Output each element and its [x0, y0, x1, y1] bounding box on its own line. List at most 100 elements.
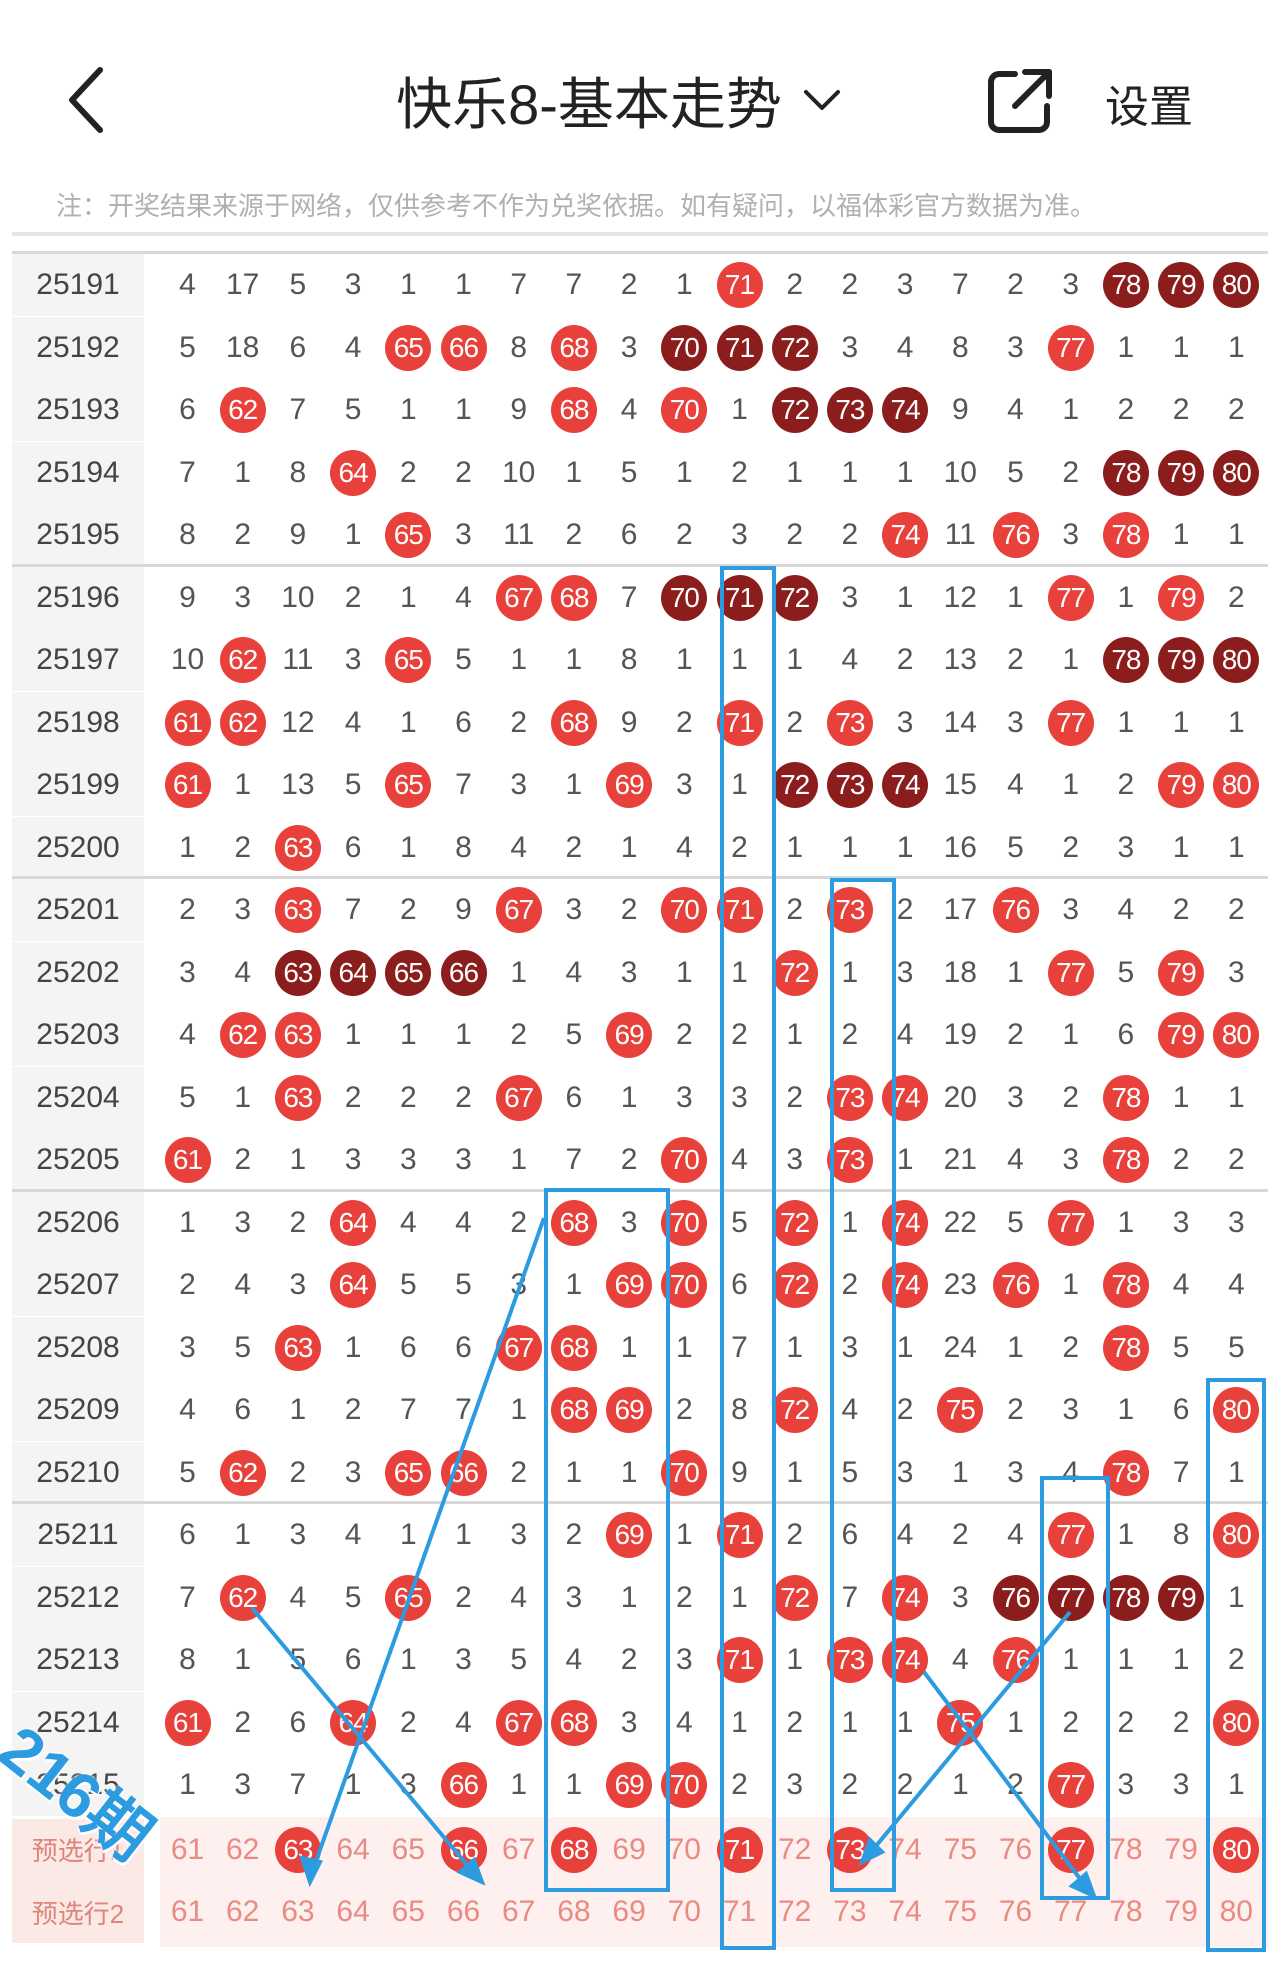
drawn-number-ball: 71	[712, 1504, 767, 1566]
preselect-number[interactable]: 78	[1109, 1895, 1143, 1928]
preselect-number[interactable]: 70	[667, 1832, 701, 1866]
preselect-number[interactable]: 64	[336, 1832, 370, 1866]
preselect-number[interactable]: 79	[1164, 1832, 1198, 1866]
preselect-ball-picked[interactable]: 80	[1209, 1819, 1264, 1881]
preselect-ball-picked[interactable]: 71	[712, 1819, 767, 1881]
preselect-number[interactable]: 67	[502, 1895, 536, 1928]
preselect-number[interactable]: 75	[943, 1895, 977, 1928]
arrowhead	[1068, 1870, 1098, 1900]
preselect-ball-picked[interactable]: 73	[822, 1819, 877, 1881]
drawn-number-ball: 72	[767, 942, 822, 1004]
preselect-number[interactable]: 71	[722, 1895, 757, 1928]
omission-count: 2	[399, 1705, 417, 1739]
preselect-number[interactable]: 70	[667, 1895, 701, 1928]
number-ball: 62	[219, 387, 266, 433]
preselect-number[interactable]: 67	[502, 1832, 536, 1866]
preselect-number[interactable]: 80	[1219, 1895, 1253, 1928]
omission-count: 6	[344, 1643, 362, 1676]
preselect-number[interactable]: 79	[1164, 1895, 1198, 1928]
preselect-number[interactable]: 72	[778, 1895, 812, 1928]
preselect-number[interactable]: 64	[336, 1895, 370, 1928]
omission-count: 1	[1062, 1268, 1080, 1301]
preselect-number[interactable]: 76	[998, 1832, 1033, 1866]
omission-count: 2	[1062, 1080, 1080, 1114]
omission-count: 4	[1227, 1268, 1245, 1301]
preselect-number[interactable]: 61	[170, 1832, 205, 1866]
number-ball: 65	[385, 637, 432, 683]
preselect-number[interactable]: 63	[281, 1895, 315, 1928]
drawn-number-ball: 70	[657, 1129, 712, 1191]
preselect-number[interactable]: 61	[170, 1895, 205, 1928]
preselect-number[interactable]: 69	[612, 1832, 646, 1866]
drawn-number-ball: 71	[712, 879, 767, 941]
settings-button[interactable]: 设置	[1105, 83, 1193, 132]
drawn-number-ball: 80	[1209, 254, 1264, 316]
drawn-number-ball: 77	[1043, 1754, 1098, 1816]
page-title-dropdown[interactable]: 快乐8-基本走势	[380, 60, 860, 140]
omission-count: 3	[896, 1455, 914, 1489]
preselect-number[interactable]: 68	[557, 1895, 591, 1928]
omission-count: 3	[399, 1143, 417, 1176]
omission-count: 1	[1172, 1080, 1190, 1114]
drawn-number-ball: 71	[712, 317, 767, 379]
preselect-number[interactable]: 75	[943, 1832, 977, 1866]
back-button[interactable]	[60, 60, 120, 140]
omission-count: 1	[620, 1580, 638, 1614]
omission-count: 18	[226, 330, 260, 364]
drawn-number-ball: 79	[1154, 629, 1209, 691]
omission-count: 8	[510, 330, 528, 364]
preselect-ball-picked[interactable]: 66	[436, 1819, 491, 1881]
omission-count: 2	[1172, 393, 1190, 426]
omission-count: 7	[951, 268, 969, 301]
number-ball: 65	[385, 762, 432, 808]
omission-count: 2	[234, 518, 252, 551]
number-ball: 63	[274, 824, 321, 871]
number-ball: 61	[164, 1699, 211, 1746]
drawn-number-ball: 63	[270, 1317, 325, 1379]
drawn-number-ball: 65	[381, 1442, 436, 1504]
omission-count: 5	[399, 1268, 417, 1301]
preselect-number[interactable]: 77	[1054, 1895, 1088, 1928]
omission-count: 1	[344, 1018, 362, 1051]
omission-count: 6	[455, 1330, 472, 1364]
omission-count: 3	[620, 1705, 638, 1739]
group-divider	[12, 563, 1268, 567]
omission-count: 1	[731, 955, 748, 989]
number-ball: 63	[274, 1012, 321, 1058]
share-button[interactable]	[985, 66, 1055, 136]
omission-count: 3	[510, 1518, 528, 1551]
number-ball: 66	[440, 1762, 487, 1808]
drawn-number-ball: 79	[1154, 442, 1209, 504]
omission-count: 3	[1062, 1143, 1080, 1176]
preselect-ball-picked[interactable]: 68	[546, 1819, 601, 1881]
omission-count: 1	[1062, 768, 1080, 801]
preselect-number[interactable]: 66	[446, 1895, 481, 1928]
preselect-row-label: 预选行1	[12, 1818, 144, 1881]
preselect-number[interactable]: 76	[998, 1895, 1033, 1928]
highlight-box-col-77	[1040, 1476, 1110, 1900]
drawn-number-ball: 68	[546, 567, 601, 629]
period-label: 25214	[12, 1691, 144, 1754]
drawn-number-ball: 63	[270, 1004, 325, 1066]
omission-count: 1	[896, 455, 914, 489]
omission-count: 1	[1172, 705, 1190, 739]
preselect-number[interactable]: 69	[612, 1895, 646, 1928]
number-ball: 80	[1213, 762, 1260, 808]
omission-count: 7	[289, 393, 307, 426]
preselect-number[interactable]: 74	[888, 1895, 922, 1928]
preselect-number[interactable]: 78	[1109, 1832, 1143, 1866]
app-header: 快乐8-基本走势 设置	[0, 0, 1280, 180]
preselect-number[interactable]: 65	[391, 1832, 425, 1866]
drawn-number-ball: 72	[767, 567, 822, 629]
preselect-number[interactable]: 65	[391, 1895, 425, 1928]
preselect-number[interactable]: 72	[778, 1832, 812, 1866]
omission-count: 9	[289, 518, 307, 551]
omission-count: 2	[565, 1518, 583, 1551]
preselect-number[interactable]: 62	[226, 1832, 260, 1866]
omission-count: 1	[1007, 1705, 1024, 1739]
number-ball: 73	[826, 887, 873, 933]
preselect-number[interactable]: 62	[226, 1895, 260, 1928]
omission-count: 2	[841, 1768, 859, 1801]
drawn-number-ball: 73	[822, 379, 877, 441]
preselect-number[interactable]: 73	[833, 1895, 867, 1928]
